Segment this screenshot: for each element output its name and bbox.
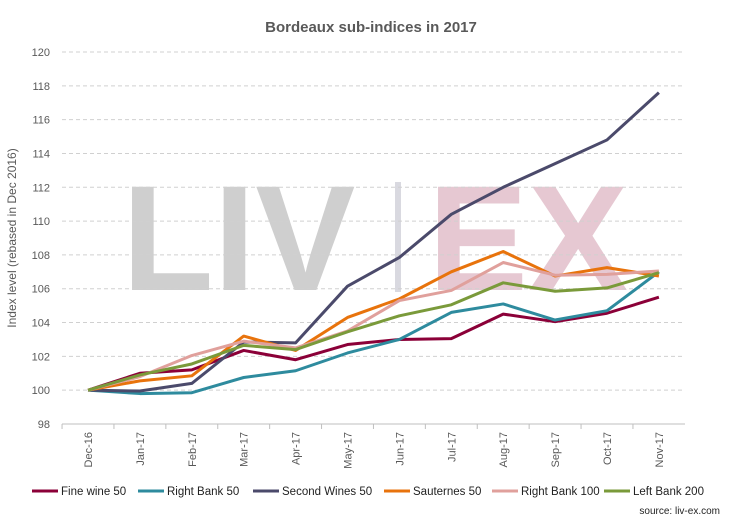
x-tick-label: Oct-17 (602, 432, 614, 465)
y-tick-label: 112 (32, 182, 50, 194)
series-line-second-wines-50 (87, 91, 660, 393)
legend-label-left-bank-200: Left Bank 200 (633, 486, 704, 498)
y-tick-label: 100 (32, 385, 50, 397)
series-line-left-bank-200 (87, 271, 660, 392)
y-tick-label: 108 (32, 250, 50, 262)
series-line-fine-wine-50 (87, 295, 660, 392)
x-tick-label: Aug-17 (498, 432, 510, 467)
y-tick-label: 106 (32, 284, 50, 296)
x-tick-label: May-17 (343, 432, 355, 469)
x-tick-label: Jan-17 (135, 432, 147, 466)
legend-label-sauternes-50: Sauternes 50 (413, 486, 481, 498)
x-tick-label: Apr-17 (291, 432, 303, 465)
legend-label-right-bank-100: Right Bank 100 (521, 486, 600, 498)
y-tick-label: 104 (32, 318, 50, 330)
chart-title: Bordeaux sub-indices in 2017 (265, 19, 477, 36)
watermark-right: EX (428, 154, 628, 322)
y-tick-label: 116 (32, 115, 50, 127)
x-tick-label: Nov-17 (654, 432, 666, 467)
x-tick-label: Jun-17 (394, 432, 406, 466)
y-tick-label: 102 (32, 351, 50, 363)
y-axis-label: Index level (rebased in Dec 2016) (5, 148, 19, 327)
y-tick-label: 118 (32, 81, 50, 93)
x-tick-label: Dec-16 (83, 432, 95, 467)
x-tick-label: Feb-17 (187, 432, 199, 467)
legend-label-right-bank-50: Right Bank 50 (167, 486, 239, 498)
x-tick-label: Sep-17 (550, 432, 562, 467)
y-tick-label: 120 (32, 47, 50, 59)
watermark-left: LIV (122, 154, 355, 322)
watermark-logo: LIV EX (122, 154, 628, 322)
y-tick-label: 110 (32, 216, 50, 228)
series-line-right-bank-100 (87, 261, 659, 392)
y-tick-label: 98 (38, 419, 50, 431)
y-tick-label: 114 (32, 148, 50, 160)
x-tick-label: Jul-17 (446, 432, 458, 462)
source-note: source: liv-ex.com (639, 506, 720, 517)
series-line-right-bank-50 (87, 270, 660, 396)
legend-label-second-wines-50: Second Wines 50 (282, 486, 372, 498)
x-tick-label: Mar-17 (239, 432, 251, 467)
watermark-divider (395, 182, 401, 292)
legend-label-fine-wine-50: Fine wine 50 (61, 486, 126, 498)
